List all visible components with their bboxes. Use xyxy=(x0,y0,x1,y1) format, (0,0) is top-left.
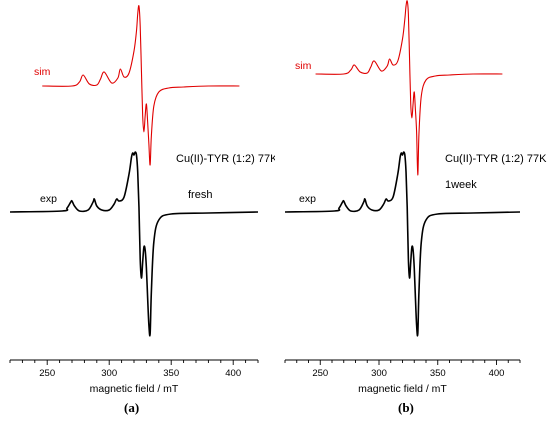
series-line-sim xyxy=(42,5,240,166)
series-label-sim: sim xyxy=(295,60,312,72)
x-tick-label: 250 xyxy=(39,368,55,379)
sample-label: Cu(II)-TYR (1:2) 77K xyxy=(176,153,275,165)
series-label-sim: sim xyxy=(34,66,51,78)
x-tick-label: 400 xyxy=(489,368,505,379)
x-axis: 250 300 350 400 magnetic field / mT xyxy=(9,359,259,395)
series-line-exp xyxy=(284,151,521,337)
x-tick-label: 300 xyxy=(101,368,117,379)
chart-panel-a: 250 300 350 400 magnetic field / mT sim exp… xyxy=(9,5,275,395)
x-tick-label: 300 xyxy=(371,368,387,379)
x-axis-ticks: 250 300 350 400 xyxy=(284,360,521,379)
series-label-exp: exp xyxy=(299,193,316,205)
condition-label: 1week xyxy=(445,179,477,191)
series-label-exp: exp xyxy=(40,193,57,205)
x-tick-label: 350 xyxy=(430,368,446,379)
series-line-exp xyxy=(9,151,259,337)
x-axis-label: magnetic field / mT xyxy=(358,383,447,395)
panel-caption-b: (b) xyxy=(398,400,414,415)
series-layer xyxy=(9,5,259,337)
x-axis: 250 300 350 400 magnetic field / mT xyxy=(284,359,521,395)
series-layer xyxy=(284,0,521,337)
x-axis-ticks: 250 300 350 400 xyxy=(9,360,259,379)
panel-caption-a: (a) xyxy=(124,400,140,415)
sample-label: Cu(II)-TYR (1:2) 77K xyxy=(445,153,547,165)
x-axis-label: magnetic field / mT xyxy=(90,383,179,395)
condition-label: fresh xyxy=(188,189,212,201)
x-tick-label: 400 xyxy=(225,368,241,379)
series-line-sim xyxy=(315,0,503,176)
x-tick-label: 250 xyxy=(312,368,328,379)
x-tick-label: 350 xyxy=(163,368,179,379)
chart-panel-b: 250 300 350 400 magnetic field / mT sim exp… xyxy=(284,0,547,395)
